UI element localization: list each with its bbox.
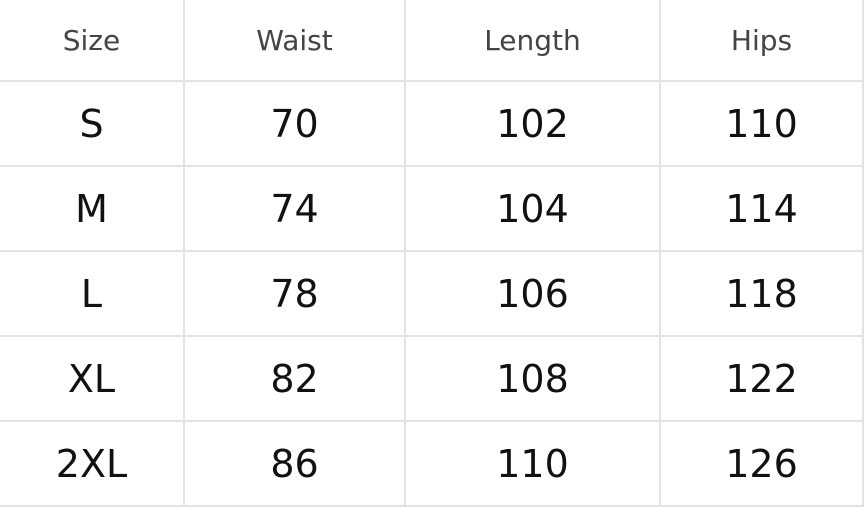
table-row: XL 82 108 122 (0, 335, 864, 422)
header-row: Size Waist Length Hips (0, 0, 864, 82)
cell-waist: 74 (183, 165, 406, 252)
cell-length: 102 (404, 80, 661, 167)
cell-hips: 118 (659, 250, 864, 337)
cell-hips: 126 (659, 420, 864, 507)
cell-size: S (0, 80, 185, 167)
cell-length: 104 (404, 165, 661, 252)
header-size: Size (0, 0, 185, 82)
cell-waist: 70 (183, 80, 406, 167)
table-row: 2XL 86 110 126 (0, 420, 864, 507)
cell-hips: 114 (659, 165, 864, 252)
cell-length: 106 (404, 250, 661, 337)
cell-waist: 82 (183, 335, 406, 422)
cell-waist: 86 (183, 420, 406, 507)
header-hips: Hips (659, 0, 864, 82)
table-row: L 78 106 118 (0, 250, 864, 337)
cell-waist: 78 (183, 250, 406, 337)
cell-size: L (0, 250, 185, 337)
cell-size: 2XL (0, 420, 185, 507)
cell-length: 108 (404, 335, 661, 422)
header-waist: Waist (183, 0, 406, 82)
cell-hips: 122 (659, 335, 864, 422)
header-length: Length (404, 0, 661, 82)
cell-hips: 110 (659, 80, 864, 167)
cell-size: M (0, 165, 185, 252)
cell-size: XL (0, 335, 185, 422)
table-row: S 70 102 110 (0, 80, 864, 167)
cell-length: 110 (404, 420, 661, 507)
table-row: M 74 104 114 (0, 165, 864, 252)
